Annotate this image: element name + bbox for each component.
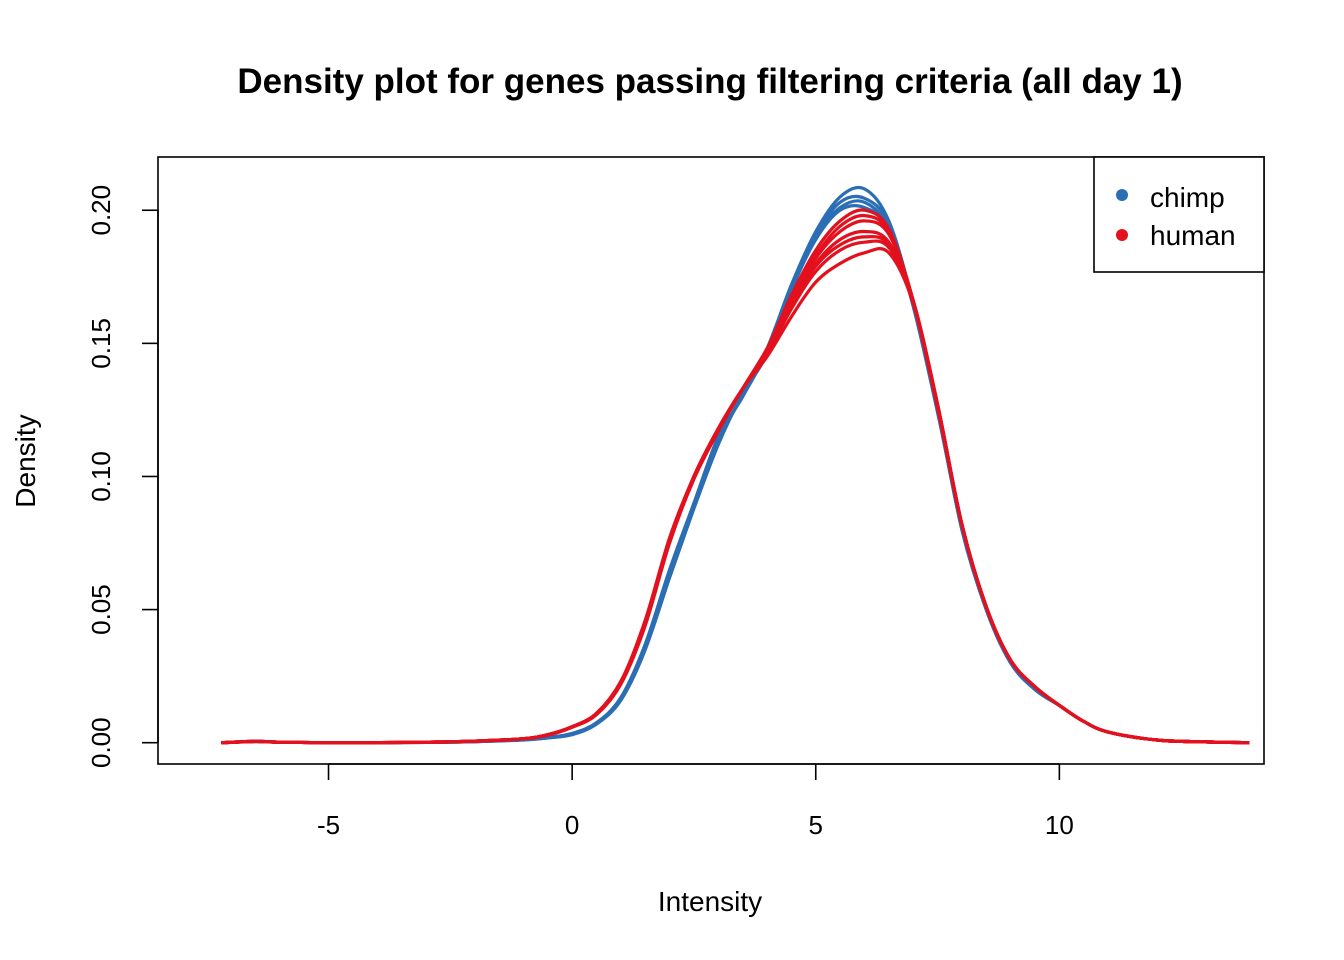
- human-density-curve-4: [221, 239, 1250, 745]
- x-tick-label: 10: [1045, 810, 1074, 840]
- legend-label-human: human: [1150, 220, 1236, 251]
- legend-box: [1093, 156, 1265, 273]
- human-density-curve-5: [221, 235, 1250, 745]
- y-tick-label: 0.10: [86, 451, 116, 502]
- y-tick-label: 0.20: [86, 185, 116, 236]
- y-axis: 0.00 0.05 0.10 0.15 0.20: [86, 185, 159, 768]
- x-tick-label: 5: [809, 810, 823, 840]
- chimp-density-curve-4: [221, 204, 1250, 745]
- x-tick-label: 0: [565, 810, 579, 840]
- x-tick-label: -5: [317, 810, 340, 840]
- y-tick-label: 0.15: [86, 318, 116, 369]
- legend: chimp human: [1093, 156, 1265, 273]
- human-density-curve-6: [221, 247, 1250, 745]
- human-density-curve-7: [221, 213, 1250, 745]
- x-axis-label: Intensity: [658, 886, 762, 917]
- legend-marker-human: [1116, 229, 1128, 241]
- human-density-curve-2: [221, 219, 1250, 745]
- y-tick-label: 0.00: [86, 717, 116, 768]
- chimp-density-curve-3: [221, 194, 1250, 745]
- human-density-curve-3: [221, 229, 1250, 745]
- chart-title: Density plot for genes passing filtering…: [237, 62, 1182, 101]
- y-tick-label: 0.05: [86, 584, 116, 635]
- plot-curves: [221, 185, 1250, 745]
- legend-label-chimp: chimp: [1150, 182, 1225, 213]
- y-axis-label: Density: [10, 414, 41, 507]
- chimp-density-curve-2: [221, 199, 1250, 745]
- x-axis: -5 0 5 10: [317, 763, 1074, 840]
- human-density-curve-1: [221, 208, 1250, 745]
- legend-marker-chimp: [1116, 189, 1128, 201]
